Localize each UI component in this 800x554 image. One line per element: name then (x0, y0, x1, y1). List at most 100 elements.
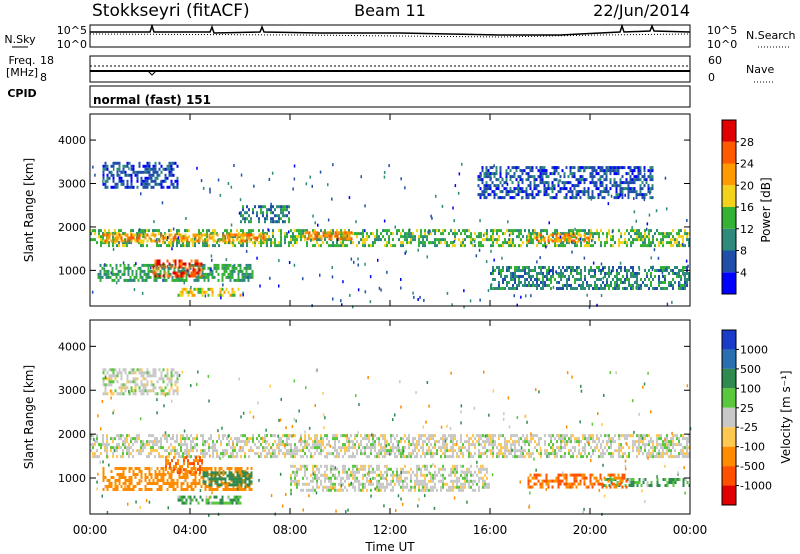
velocity-cell (168, 452, 170, 456)
power-cell (106, 233, 109, 237)
velocity-cell (220, 443, 222, 447)
power-cell (270, 217, 272, 221)
power-cell (213, 263, 216, 267)
velocity-cell (666, 434, 668, 438)
velocity-cell (202, 440, 204, 444)
power-cell (642, 235, 644, 239)
power-cell (244, 211, 246, 215)
velocity-cell (222, 477, 225, 481)
velocity-cell (538, 443, 540, 447)
power-cell (427, 230, 429, 234)
velocity-cell (142, 446, 144, 450)
velocity-cell (272, 449, 274, 453)
velocity-cell (676, 443, 678, 447)
power-cell (158, 232, 160, 236)
velocity-cell (512, 434, 514, 438)
power-cell (264, 205, 266, 209)
power-cell (517, 166, 520, 170)
power-cell (170, 167, 173, 171)
velocity-cell (424, 455, 426, 459)
power-cell (542, 284, 544, 287)
power-cell (516, 284, 518, 287)
velocity-cell (272, 455, 274, 459)
power-cell (627, 172, 630, 176)
velocity-cell (182, 476, 185, 479)
power-cell (563, 239, 566, 243)
power-cell (388, 238, 390, 242)
power-cell (168, 229, 170, 233)
power-cell (598, 238, 600, 242)
power-cell (355, 220, 357, 224)
velocity-cell (236, 440, 238, 444)
velocity-cell (114, 485, 117, 488)
power-cell (555, 169, 558, 173)
velocity-cell (662, 440, 664, 444)
power-cell (506, 275, 508, 278)
power-cell (619, 184, 622, 188)
velocity-cell (608, 440, 610, 444)
power-cell (640, 235, 642, 239)
velocity-cell (146, 440, 148, 444)
power-cell (464, 244, 466, 248)
power-cell (643, 178, 646, 182)
velocity-cell (572, 452, 574, 456)
velocity-cell (160, 455, 162, 459)
velocity-cell (428, 434, 430, 438)
power-cell (605, 178, 608, 182)
power-cell (192, 244, 194, 248)
power-cell (543, 181, 546, 185)
power-cell (620, 232, 622, 236)
power-cell (408, 228, 411, 232)
power-cell (571, 233, 574, 237)
power-cell (658, 232, 660, 236)
power-cell (274, 241, 276, 245)
velocity-cell (400, 452, 402, 456)
power-cell (156, 229, 158, 233)
power-cell (168, 274, 171, 278)
power-cell (274, 214, 276, 218)
power-cell (500, 275, 502, 278)
velocity-cell (144, 479, 147, 482)
power-cell (572, 241, 574, 245)
velocity-cell (176, 437, 178, 441)
velocity-cell (208, 477, 211, 481)
velocity-cell (528, 440, 530, 444)
power-cell (184, 238, 186, 242)
power-cell (177, 278, 180, 282)
velocity-cell (676, 434, 678, 438)
velocity-cell (266, 440, 268, 444)
power-cell (102, 164, 105, 168)
power-cell (380, 238, 382, 242)
power-cell (132, 167, 135, 171)
velocity-cell (278, 452, 280, 456)
power-cell (183, 287, 186, 291)
velocity-cell (250, 437, 252, 441)
velocity-cell (508, 449, 510, 453)
power-cell (233, 263, 236, 267)
power-cell (666, 235, 668, 239)
velocity-cell (264, 455, 266, 459)
power-cell (530, 294, 532, 298)
power-cell (148, 229, 150, 233)
velocity-cell (686, 452, 688, 456)
power-cell (114, 185, 117, 189)
power-cell (553, 239, 556, 243)
power-cell (382, 229, 384, 233)
power-cell (531, 190, 534, 194)
velocity-cell (408, 452, 410, 456)
velocity-cell (686, 449, 688, 453)
power-cell (565, 166, 568, 170)
velocity-cell (126, 440, 128, 444)
velocity-cell (528, 455, 530, 459)
power-cell (130, 176, 133, 180)
power-cell (571, 196, 574, 200)
velocity-cell (588, 443, 590, 447)
velocity-cell (207, 501, 210, 505)
power-cell (362, 232, 364, 236)
power-cell (148, 170, 151, 174)
velocity-cell (356, 452, 358, 456)
power-cell (330, 232, 332, 236)
power-cell (118, 241, 120, 245)
power-cell (242, 208, 244, 212)
power-cell (312, 229, 314, 233)
